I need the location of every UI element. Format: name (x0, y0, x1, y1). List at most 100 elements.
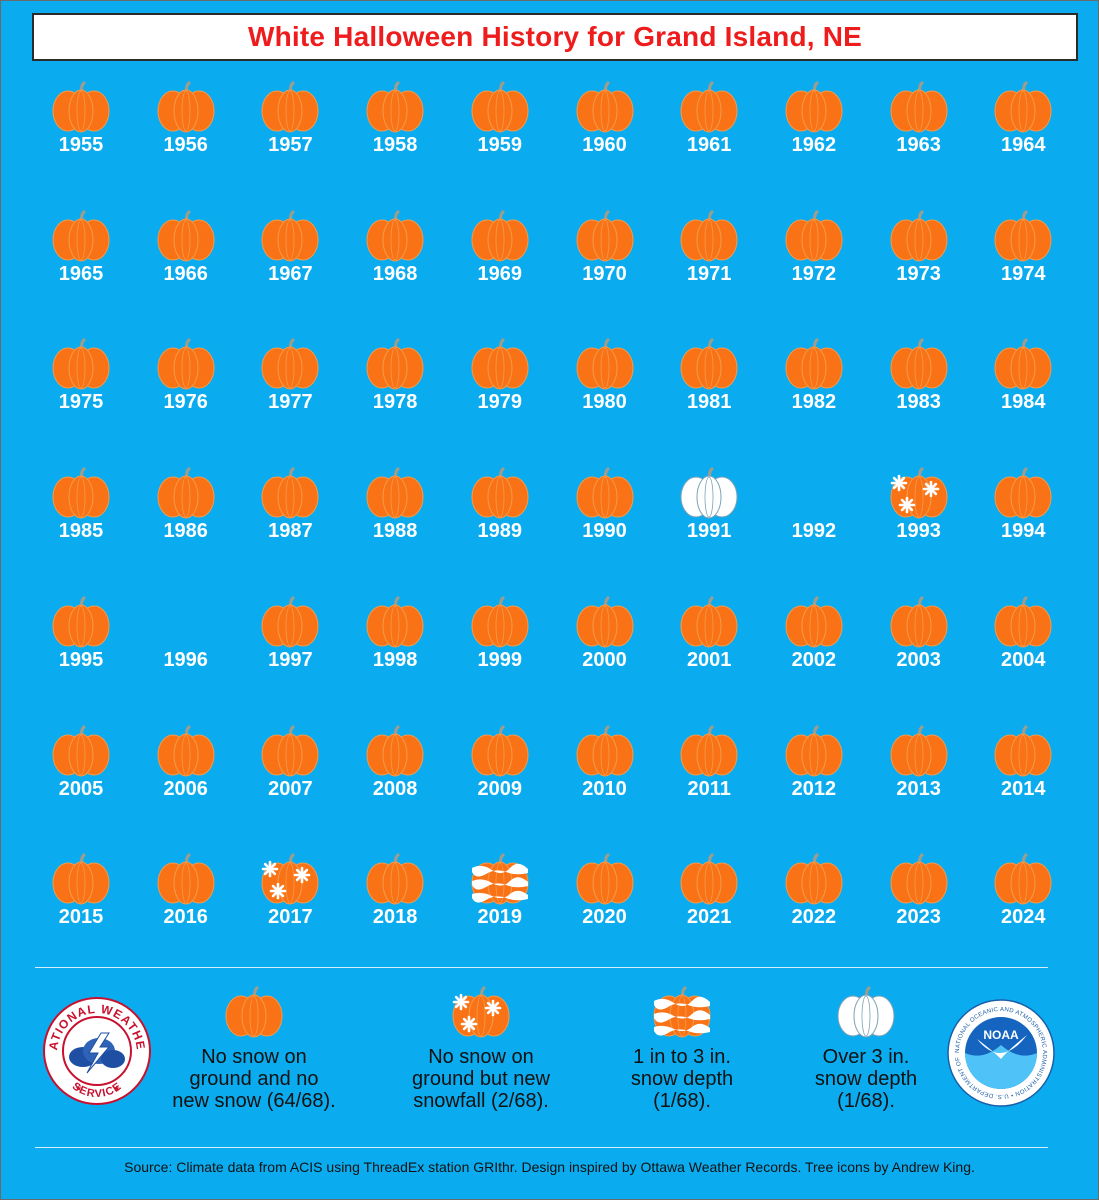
svg-text:SERVICE: SERVICE (70, 1080, 124, 1100)
pumpkin-icon (680, 724, 738, 776)
year-label: 2016 (163, 906, 208, 929)
legend-text: No snow on ground and no new snow (64/68… (172, 1046, 336, 1112)
white-pumpkin-icon (680, 467, 738, 519)
pumpkin-icon (261, 724, 319, 776)
year-cell: 2002 (762, 595, 866, 706)
year-label: 2005 (58, 777, 104, 800)
year-label: 1989 (477, 520, 523, 543)
pumpkin-icon (680, 853, 738, 905)
year-cell: 2011 (657, 724, 761, 835)
legend-top-divider (35, 967, 1048, 968)
year-label: 2007 (268, 777, 313, 800)
year-label: 1955 (58, 134, 104, 156)
year-cell: 1978 (343, 338, 447, 448)
year-cell: 1959 (448, 81, 552, 191)
legend-pumpkin-icon (653, 986, 711, 1038)
svg-text:NOAA: NOAA (983, 1028, 1019, 1042)
pumpkin-icon (994, 467, 1052, 519)
year-label: 2000 (582, 648, 627, 671)
year-cell: 1967 (238, 209, 342, 320)
year-cell: 1975 (29, 338, 133, 448)
legend-item-newsnow: No snow on ground but new snowfall (2/68… (376, 986, 586, 1112)
pumpkin-icon (890, 81, 948, 133)
nws-logo: NATIONAL WEATHER SERVICE ★ ★ (43, 997, 151, 1105)
legend-pumpkin-icon (225, 986, 283, 1038)
pumpkin-icon (785, 338, 843, 390)
snowflake-pumpkin-icon (890, 467, 948, 519)
year-cell: 1971 (657, 209, 761, 320)
year-cell: 1961 (657, 81, 761, 191)
year-label: 1999 (477, 648, 523, 671)
year-label: 1969 (477, 262, 523, 285)
year-cell: 1973 (867, 209, 971, 320)
year-label: 2001 (686, 648, 732, 671)
year-label: 1978 (372, 391, 418, 414)
year-cell: 1956 (134, 81, 238, 191)
year-label: 1997 (268, 648, 313, 671)
year-cell: 1990 (553, 467, 657, 577)
year-cell: 1995 (29, 595, 133, 706)
pumpkin-icon (261, 595, 319, 648)
title-box: White Halloween History for Grand Island… (32, 13, 1078, 61)
year-label: 2023 (896, 906, 941, 929)
year-label: 1984 (1001, 391, 1046, 414)
year-cell: 2010 (553, 724, 657, 835)
pumpkin-icon (52, 81, 110, 133)
year-cell: 1988 (343, 467, 447, 577)
year-label: 2015 (58, 906, 104, 929)
pumpkin-icon (994, 209, 1052, 262)
year-cell: 1977 (238, 338, 342, 448)
year-cell: 2021 (657, 853, 761, 963)
year-cell: 2000 (553, 595, 657, 706)
year-label: 2019 (477, 906, 523, 929)
pumpkin-icon (366, 467, 424, 519)
pumpkin-icon (157, 209, 215, 262)
pumpkin-icon (890, 209, 948, 262)
pumpkin-icon (157, 338, 215, 390)
year-label: 1971 (686, 262, 732, 285)
legend-pumpkin-icon (837, 986, 895, 1038)
pumpkin-icon (890, 724, 948, 776)
year-cell: 1979 (448, 338, 552, 448)
year-label: 1987 (268, 520, 313, 543)
pumpkin-icon (680, 209, 738, 262)
year-cell: 1962 (762, 81, 866, 191)
year-label: 2012 (791, 777, 837, 800)
year-label: 1959 (477, 134, 523, 156)
year-cell: 1980 (553, 338, 657, 448)
year-label: 1960 (582, 134, 627, 156)
legend-item-none: No snow on ground and no new snow (64/68… (149, 986, 359, 1112)
year-label: 1993 (896, 520, 941, 543)
pumpkin-icon (785, 595, 843, 648)
pumpkin-icon (366, 724, 424, 776)
year-cell: 1963 (867, 81, 971, 191)
pumpkin-icon (157, 467, 215, 519)
year-cell: 1983 (867, 338, 971, 448)
noaa-logo: NATIONAL OCEANIC AND ATMOSPHERIC ADMINIS… (947, 999, 1055, 1107)
striped-snow-pumpkin-icon (471, 853, 529, 905)
pumpkin-icon (576, 853, 633, 905)
svg-text:★: ★ (113, 1084, 120, 1093)
pumpkin-icon (680, 81, 738, 133)
legend-text: No snow on ground but new snowfall (2/68… (412, 1046, 550, 1112)
pumpkin-icon (785, 81, 843, 133)
year-label: 1992 (791, 520, 837, 543)
pumpkin-icon (576, 595, 633, 648)
year-cell: 2022 (762, 853, 866, 963)
year-label: 2020 (582, 906, 627, 929)
legend-text: Over 3 in. snow depth (1/68). (814, 1046, 918, 1112)
year-label: 2009 (477, 777, 523, 800)
pumpkin-icon (994, 338, 1052, 390)
year-label: 1972 (791, 262, 837, 285)
pumpkin-icon (157, 853, 215, 905)
year-cell: 1976 (134, 338, 238, 448)
year-cell: 1960 (553, 81, 657, 191)
pumpkin-icon (680, 338, 738, 390)
year-label: 1981 (686, 391, 732, 414)
year-cell: 1972 (762, 209, 866, 320)
pumpkin-icon (576, 724, 633, 776)
year-label: 1977 (268, 391, 313, 414)
year-cell: 2013 (867, 724, 971, 835)
pumpkin-icon (471, 467, 529, 519)
